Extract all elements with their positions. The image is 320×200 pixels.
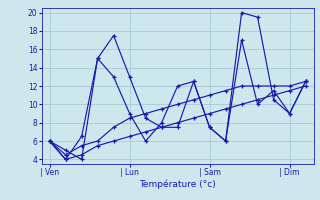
X-axis label: Température (°c): Température (°c) <box>139 180 216 189</box>
